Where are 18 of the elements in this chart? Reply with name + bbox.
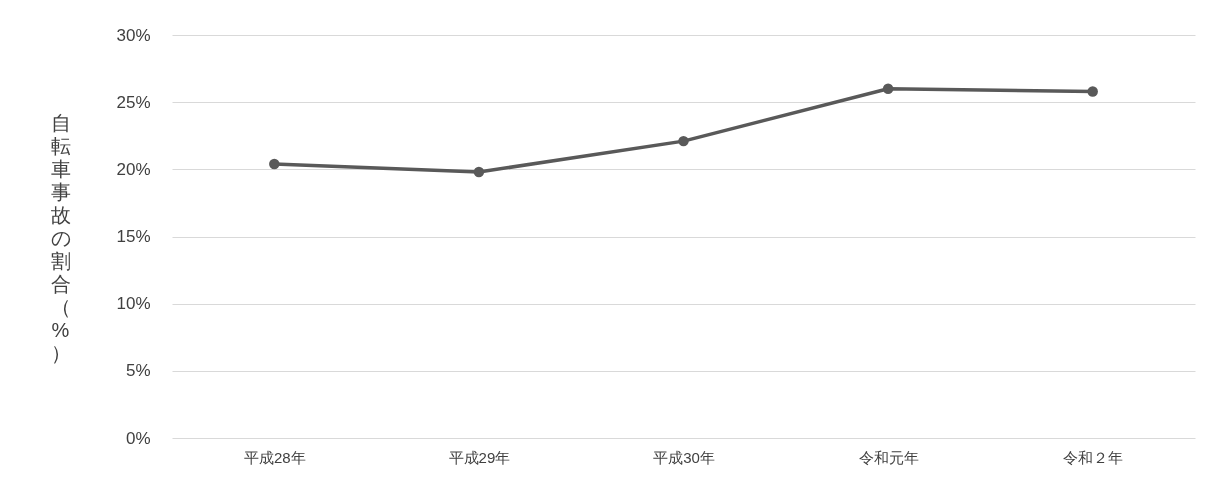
x-tick-label: 令和元年 [858,448,919,466]
point [882,83,894,94]
y-tick-label: 20% [116,159,151,179]
y-tick-label: 15% [116,227,151,246]
y-tick-label: 30% [116,25,151,45]
x-tick-label: 平成30年 [653,448,715,466]
point [678,135,689,147]
x-tick-label: 平成28年 [243,448,306,466]
y-tick-label: 5% [125,361,151,381]
x-tick-label: 平成29年 [448,448,511,466]
y-tick-label: 10% [116,294,151,314]
text: 自転車事故の割合（%） [50,111,71,364]
point [473,166,485,178]
point [269,158,280,170]
y-tick-label: 0% [125,428,151,448]
y-tick-label: 25% [116,92,151,112]
x-tick-label: 令和２年 [1063,448,1124,466]
point [1087,86,1098,97]
